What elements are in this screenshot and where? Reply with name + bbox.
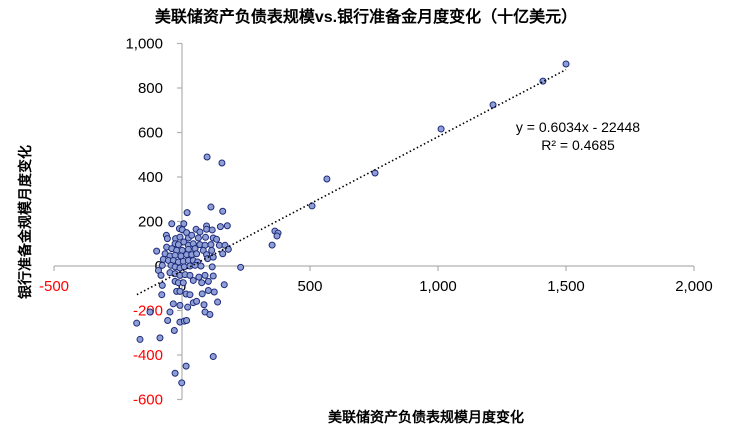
data-point <box>220 281 228 289</box>
data-point <box>189 276 197 284</box>
data-point <box>153 247 161 255</box>
data-point <box>182 362 190 370</box>
data-point <box>268 241 276 249</box>
y-tick-label: 200 <box>138 214 163 231</box>
data-point <box>168 220 176 228</box>
data-point <box>207 203 215 211</box>
chart-title: 美联储资产负债表规模vs.银行准备金月度变化（十亿美元） <box>155 7 577 26</box>
data-point <box>218 159 226 167</box>
data-point <box>156 334 164 342</box>
data-point <box>209 272 217 280</box>
data-point <box>219 250 227 258</box>
y-tick-label: -600 <box>133 392 163 409</box>
data-point <box>158 261 166 269</box>
data-point <box>170 327 178 335</box>
data-point <box>204 286 212 294</box>
data-point <box>157 271 165 279</box>
data-point <box>186 291 194 299</box>
data-point <box>223 222 231 230</box>
x-axis-title: 美联储资产负债表规模月度变化 <box>328 409 524 425</box>
data-point <box>176 301 184 309</box>
data-point <box>180 238 188 246</box>
data-point <box>200 301 208 309</box>
data-point <box>166 308 174 316</box>
data-point <box>215 241 223 249</box>
data-point <box>171 369 179 377</box>
x-tick-label: -500 <box>39 278 69 295</box>
data-point <box>180 263 188 271</box>
r-squared-label: R² = 0.4685 <box>541 137 615 153</box>
y-tick-label: -400 <box>133 347 163 364</box>
data-point <box>203 225 211 233</box>
data-point <box>176 287 184 295</box>
data-point <box>194 234 202 242</box>
data-point <box>163 235 171 243</box>
data-point <box>164 317 172 325</box>
y-tick-label: 800 <box>138 80 163 97</box>
data-point <box>208 226 216 234</box>
y-axis-title: 银行准备金规模月度变化 <box>17 145 33 299</box>
data-point <box>308 202 316 210</box>
data-point <box>206 311 214 319</box>
data-point <box>176 233 184 241</box>
data-point <box>193 297 201 305</box>
x-tick-label: 1,500 <box>547 278 585 295</box>
data-point <box>183 209 191 217</box>
data-point <box>207 241 215 249</box>
data-point <box>191 261 199 269</box>
data-point <box>219 207 227 215</box>
y-tick-label: 1,000 <box>125 36 163 53</box>
data-point <box>158 281 166 289</box>
data-point <box>204 277 212 285</box>
data-point <box>210 288 218 296</box>
data-point <box>178 379 186 387</box>
y-tick-label: 0 <box>155 258 163 275</box>
data-point <box>562 60 570 68</box>
data-point <box>237 263 245 271</box>
data-point <box>213 235 221 243</box>
data-point <box>136 335 144 343</box>
data-point <box>195 273 203 281</box>
data-point <box>133 319 141 327</box>
data-point <box>323 175 331 183</box>
data-point <box>146 308 154 316</box>
x-tick-label: 1,000 <box>419 278 457 295</box>
data-point <box>188 231 196 239</box>
x-tick-label: 0 <box>178 278 186 295</box>
data-point <box>179 279 187 287</box>
data-point <box>214 298 222 306</box>
data-point <box>180 220 188 228</box>
data-point <box>371 169 379 177</box>
data-point <box>198 279 206 287</box>
x-tick-label: 2,000 <box>675 278 713 295</box>
data-point <box>169 300 177 308</box>
data-points <box>133 60 570 387</box>
data-point <box>158 291 166 299</box>
data-point <box>209 353 217 361</box>
data-point <box>203 153 211 161</box>
trendline-equation: y = 0.6034x - 22448 <box>516 119 640 135</box>
data-point <box>196 228 204 236</box>
data-point <box>186 271 194 279</box>
data-point <box>197 262 205 270</box>
y-tick-label: 400 <box>138 169 163 186</box>
data-point <box>183 317 191 325</box>
data-point <box>202 233 210 241</box>
data-point <box>208 246 216 254</box>
data-point <box>273 232 281 240</box>
x-tick-label: 500 <box>297 278 322 295</box>
data-point <box>193 250 201 258</box>
data-point <box>216 223 224 231</box>
data-point <box>184 303 192 311</box>
trendline <box>136 68 567 296</box>
data-point <box>201 271 209 279</box>
data-point <box>198 290 206 298</box>
axes: -50005001,0001,5002,000-600-400-20002004… <box>39 36 713 409</box>
y-tick-label: 600 <box>138 125 163 142</box>
data-point <box>437 125 445 133</box>
data-point <box>208 263 216 271</box>
